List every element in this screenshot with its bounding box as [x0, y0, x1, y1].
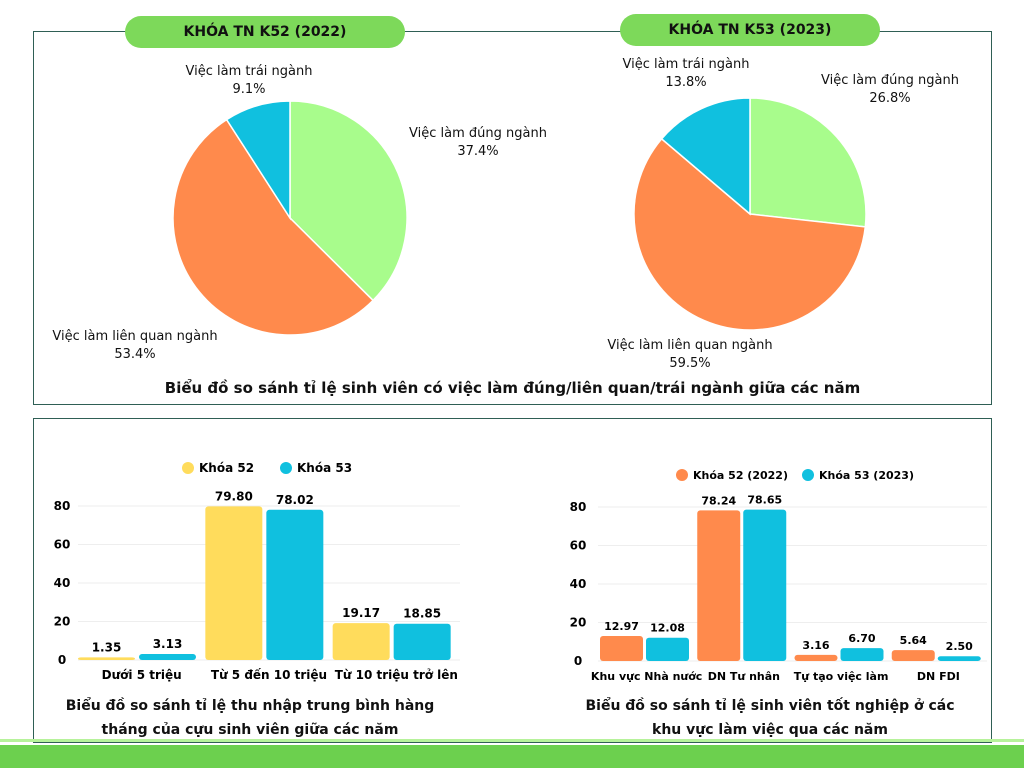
k52-banner: KHÓA TN K52 (2022): [125, 16, 405, 48]
pie-section-title: Biểu đồ so sánh tỉ lệ sinh viên có việc …: [164, 379, 861, 397]
y-tick-label: 40: [54, 576, 71, 590]
pie-section-frame: [33, 31, 992, 405]
income-chart-title: Biểu đồ so sánh tỉ lệ thu nhập trung bìn…: [65, 698, 435, 738]
data-label: 79.80: [215, 489, 253, 503]
footer-stripe: [0, 745, 1024, 768]
bar: [646, 637, 689, 661]
bar: [266, 509, 324, 660]
y-tick-label: 0: [574, 654, 582, 668]
data-label: 1.35: [92, 640, 122, 654]
footer-stripe-light: [0, 739, 1024, 742]
y-tick-label: 80: [570, 500, 587, 514]
x-tick-label: Từ 10 triệu trở lên: [335, 668, 458, 682]
bar: [794, 654, 838, 661]
y-tick-label: 20: [570, 616, 587, 630]
data-label: 2.50: [946, 640, 973, 653]
bar: [840, 648, 884, 661]
data-label: 18.85: [403, 607, 441, 621]
data-label: 3.16: [802, 639, 829, 652]
legend-marker: [280, 462, 292, 474]
pie-k52-label-lienquan: Việc làm liên quan ngành 53.4%: [52, 329, 218, 362]
bar: [937, 656, 981, 661]
data-label: 12.97: [604, 620, 639, 633]
y-tick-label: 60: [570, 539, 587, 553]
legend-label: Khóa 52 (2022): [693, 469, 788, 482]
bar: [332, 623, 390, 660]
bar: [205, 506, 263, 660]
bar: [697, 510, 741, 661]
bar-section-frame: [33, 418, 992, 743]
pie-k53-label-trai: Việc làm trái ngành 13.8%: [622, 57, 750, 90]
x-tick-label: Tự tạo việc làm: [794, 670, 889, 683]
x-tick-label: Dưới 5 triệu: [102, 668, 182, 682]
legend-marker: [676, 469, 688, 481]
legend-label: Khóa 53: [297, 461, 352, 475]
y-tick-label: 40: [570, 577, 587, 591]
legend-label: Khóa 53 (2023): [819, 469, 914, 482]
data-label: 78.02: [276, 493, 314, 507]
pie-k53-label-dung: Việc làm đúng ngành 26.8%: [821, 73, 959, 106]
y-tick-label: 0: [58, 653, 66, 667]
x-tick-label: DN FDI: [917, 670, 960, 683]
data-label: 78.65: [747, 494, 782, 507]
pie-k53-label-lienquan: Việc làm liên quan ngành 59.5%: [607, 338, 773, 371]
bar: [743, 509, 787, 661]
sector-chart-title: Biểu đồ so sánh tỉ lệ sinh viên tốt nghi…: [585, 698, 955, 738]
bar: [139, 653, 196, 660]
y-tick-label: 20: [54, 615, 71, 629]
pie-slice: [172, 118, 375, 336]
data-label: 19.17: [342, 606, 380, 620]
legend-marker: [182, 462, 194, 474]
y-tick-label: 60: [54, 538, 71, 552]
data-label: 78.24: [701, 494, 736, 507]
bar: [393, 623, 451, 660]
x-tick-label: DN Tư nhân: [708, 670, 780, 683]
pie-slice: [225, 100, 291, 221]
data-label: 12.08: [650, 622, 685, 635]
data-label: 6.70: [848, 632, 875, 645]
bar: [78, 657, 135, 660]
legend-marker: [802, 469, 814, 481]
pie-k52-label-dung: Việc làm đúng ngành 37.4%: [409, 126, 547, 159]
x-tick-label: Khu vực Nhà nước: [591, 670, 702, 683]
pie-k52-label-trai: Việc làm trái ngành 9.1%: [185, 64, 313, 97]
data-label: 5.64: [900, 634, 927, 647]
k53-banner: KHÓA TN K53 (2023): [620, 14, 880, 46]
bar: [891, 650, 935, 661]
y-tick-label: 80: [54, 499, 71, 513]
x-tick-label: Từ 5 đến 10 triệu: [211, 668, 327, 682]
data-label: 3.13: [153, 637, 183, 651]
bar: [600, 636, 643, 661]
pie-slice: [660, 97, 751, 216]
pie-slice: [633, 137, 867, 331]
pie-slice: [289, 100, 408, 302]
pie-slice: [749, 97, 867, 228]
legend-label: Khóa 52: [199, 461, 254, 475]
